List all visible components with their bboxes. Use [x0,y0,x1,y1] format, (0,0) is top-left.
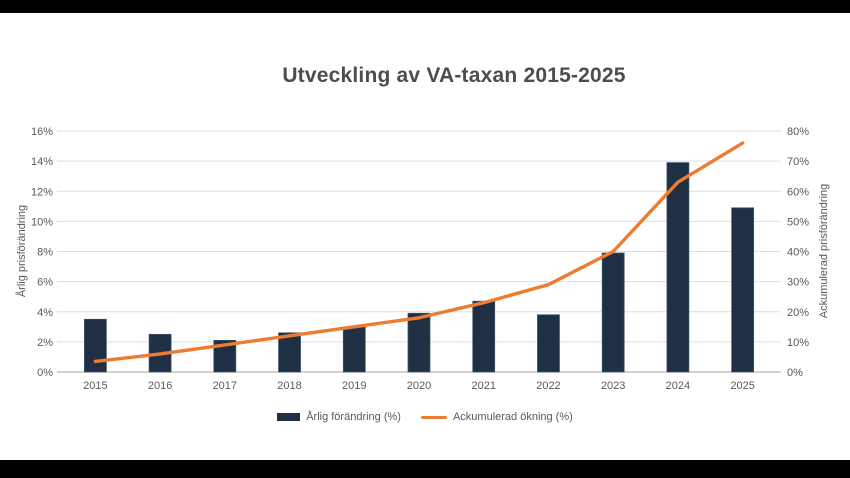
right-axis-title: Ackumulerad prisförändring [818,183,830,319]
legend-label-cumulative: Ackumulerad ökning (%) [452,411,573,423]
letterbox-bottom [0,460,850,478]
legend-item-cumulative: Ackumulerad ökning (%) [420,411,573,423]
left-axis-title: Årlig prisförändring [16,204,28,298]
legend-label-annual: Årlig förändring (%) [306,411,401,423]
legend-item-annual: Årlig förändring (%) [277,411,401,423]
line-series-swatch-icon [420,415,447,419]
bar-series-swatch-icon [277,413,301,421]
legend: Årlig förändring (%) Ackumulerad ökning … [0,411,850,423]
letterbox-top [0,0,850,13]
chart-title: Utveckling av VA-taxan 2015-2025 [282,64,626,87]
